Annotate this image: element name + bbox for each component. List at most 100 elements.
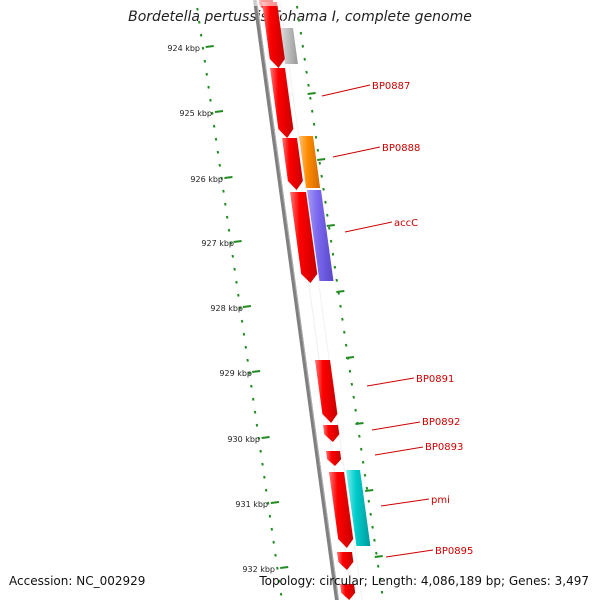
major-tick — [261, 436, 270, 439]
tick-label-926: 926 kbp — [190, 175, 223, 184]
gene-red — [282, 138, 303, 190]
outer-minor-tick — [331, 252, 335, 256]
map-title: Bordetella pertussis Tohama I, complete … — [128, 9, 472, 25]
outer-minor-tick — [361, 460, 365, 464]
outer-minor-tick — [363, 473, 367, 477]
outer-minor-tick — [358, 434, 361, 438]
gene-label-pmi[interactable]: pmi — [431, 495, 450, 506]
gene-label-bp0891[interactable]: BP0891 — [416, 374, 454, 385]
minor-tick — [233, 267, 236, 271]
minor-tick — [257, 436, 261, 440]
outer-minor-tick — [322, 187, 325, 191]
minor-tick — [222, 189, 225, 193]
gene-red — [323, 425, 340, 442]
outer-minor-tick — [309, 96, 312, 100]
minor-tick — [231, 254, 235, 258]
outer-major-tick — [355, 422, 364, 425]
accession-text: Accession: NC_002929 — [9, 574, 146, 588]
outer-minor-tick — [320, 174, 323, 178]
outer-minor-tick — [305, 70, 308, 74]
outer-minor-tick — [343, 330, 346, 334]
minor-tick — [207, 85, 210, 89]
gene-label-bp0893[interactable]: BP0893 — [425, 442, 463, 453]
outer-minor-tick — [348, 369, 352, 373]
gene-red — [337, 552, 354, 570]
outer-minor-tick — [301, 44, 305, 48]
outer-minor-tick — [375, 551, 378, 555]
outer-minor-tick — [341, 317, 344, 321]
leader-line — [344, 221, 393, 233]
minor-tick — [229, 241, 233, 245]
outer-major-tick — [374, 555, 383, 558]
outer-minor-tick — [299, 31, 303, 35]
minor-tick — [196, 7, 199, 11]
gene-labels: BP0887 BP0888 accC BP0891 BP0892 BP0893 … — [372, 81, 473, 557]
outer-minor-tick — [303, 57, 306, 61]
outer-major-tick — [365, 489, 374, 492]
minor-tick — [246, 358, 249, 362]
minor-tick — [220, 176, 223, 180]
major-tick — [205, 45, 214, 48]
outer-minor-tick — [369, 512, 372, 516]
gene-label-bp0895[interactable]: BP0895 — [435, 546, 473, 557]
leader-line — [385, 549, 434, 558]
tick-scale-major — [205, 45, 289, 569]
minor-tick — [242, 332, 246, 336]
outer-major-tick — [307, 92, 316, 95]
major-tick — [224, 176, 233, 179]
minor-tick — [268, 514, 272, 518]
label-leaders — [321, 84, 434, 558]
outer-minor-tick — [339, 304, 342, 308]
minor-tick — [261, 462, 264, 466]
tick-label-932: 932 kbp — [242, 565, 275, 574]
minor-tick — [216, 150, 220, 154]
outer-minor-tick — [310, 109, 314, 113]
gene-label-bp0887[interactable]: BP0887 — [372, 81, 410, 92]
minor-tick — [279, 592, 283, 596]
slot-guide-line — [279, 0, 363, 600]
minor-tick — [214, 137, 218, 141]
major-tick — [214, 110, 224, 113]
outer-major-tick — [336, 290, 345, 293]
leader-line — [371, 421, 421, 431]
gene-orange — [299, 136, 321, 188]
outer-minor-tick — [352, 395, 355, 399]
leader-line — [366, 377, 415, 387]
outer-minor-tick — [327, 226, 331, 230]
tick-scale-minor — [196, 7, 283, 596]
gene-red — [290, 192, 318, 283]
leader-line — [374, 446, 424, 456]
minor-tick — [259, 449, 262, 453]
genome-backbone-highlight — [256, 0, 339, 600]
outer-major-tick — [345, 356, 355, 359]
gene-gray — [280, 28, 298, 64]
tick-label-928: 928 kbp — [210, 304, 243, 313]
gene-red — [262, 2, 285, 68]
outer-minor-tick — [367, 499, 371, 503]
leader-line — [321, 84, 371, 97]
major-tick — [252, 370, 261, 373]
minor-tick — [266, 501, 270, 505]
topology-text: Topology: circular; Length: 4,086,189 bp… — [259, 574, 589, 588]
gene-label-bp0892[interactable]: BP0892 — [422, 417, 460, 428]
minor-tick — [272, 540, 275, 544]
outer-minor-tick — [324, 200, 327, 204]
outer-minor-tick — [376, 564, 380, 568]
tick-label-930: 930 kbp — [227, 435, 260, 444]
outer-minor-tick — [329, 239, 333, 243]
track-fade-top — [240, 0, 320, 6]
gene-red — [270, 68, 294, 138]
minor-tick — [198, 20, 201, 24]
outer-minor-tick — [344, 343, 348, 347]
gene-red — [326, 451, 342, 466]
minor-tick — [211, 111, 214, 115]
minor-tick — [238, 306, 242, 310]
outer-major-tick — [317, 158, 326, 161]
gene-red — [315, 360, 338, 423]
gene-label-accc[interactable]: accC — [394, 218, 418, 229]
minor-tick — [201, 46, 205, 50]
minor-tick — [224, 202, 227, 206]
minor-tick — [255, 423, 259, 427]
gene-label-bp0888[interactable]: BP0888 — [382, 143, 420, 154]
minor-tick — [205, 72, 209, 76]
